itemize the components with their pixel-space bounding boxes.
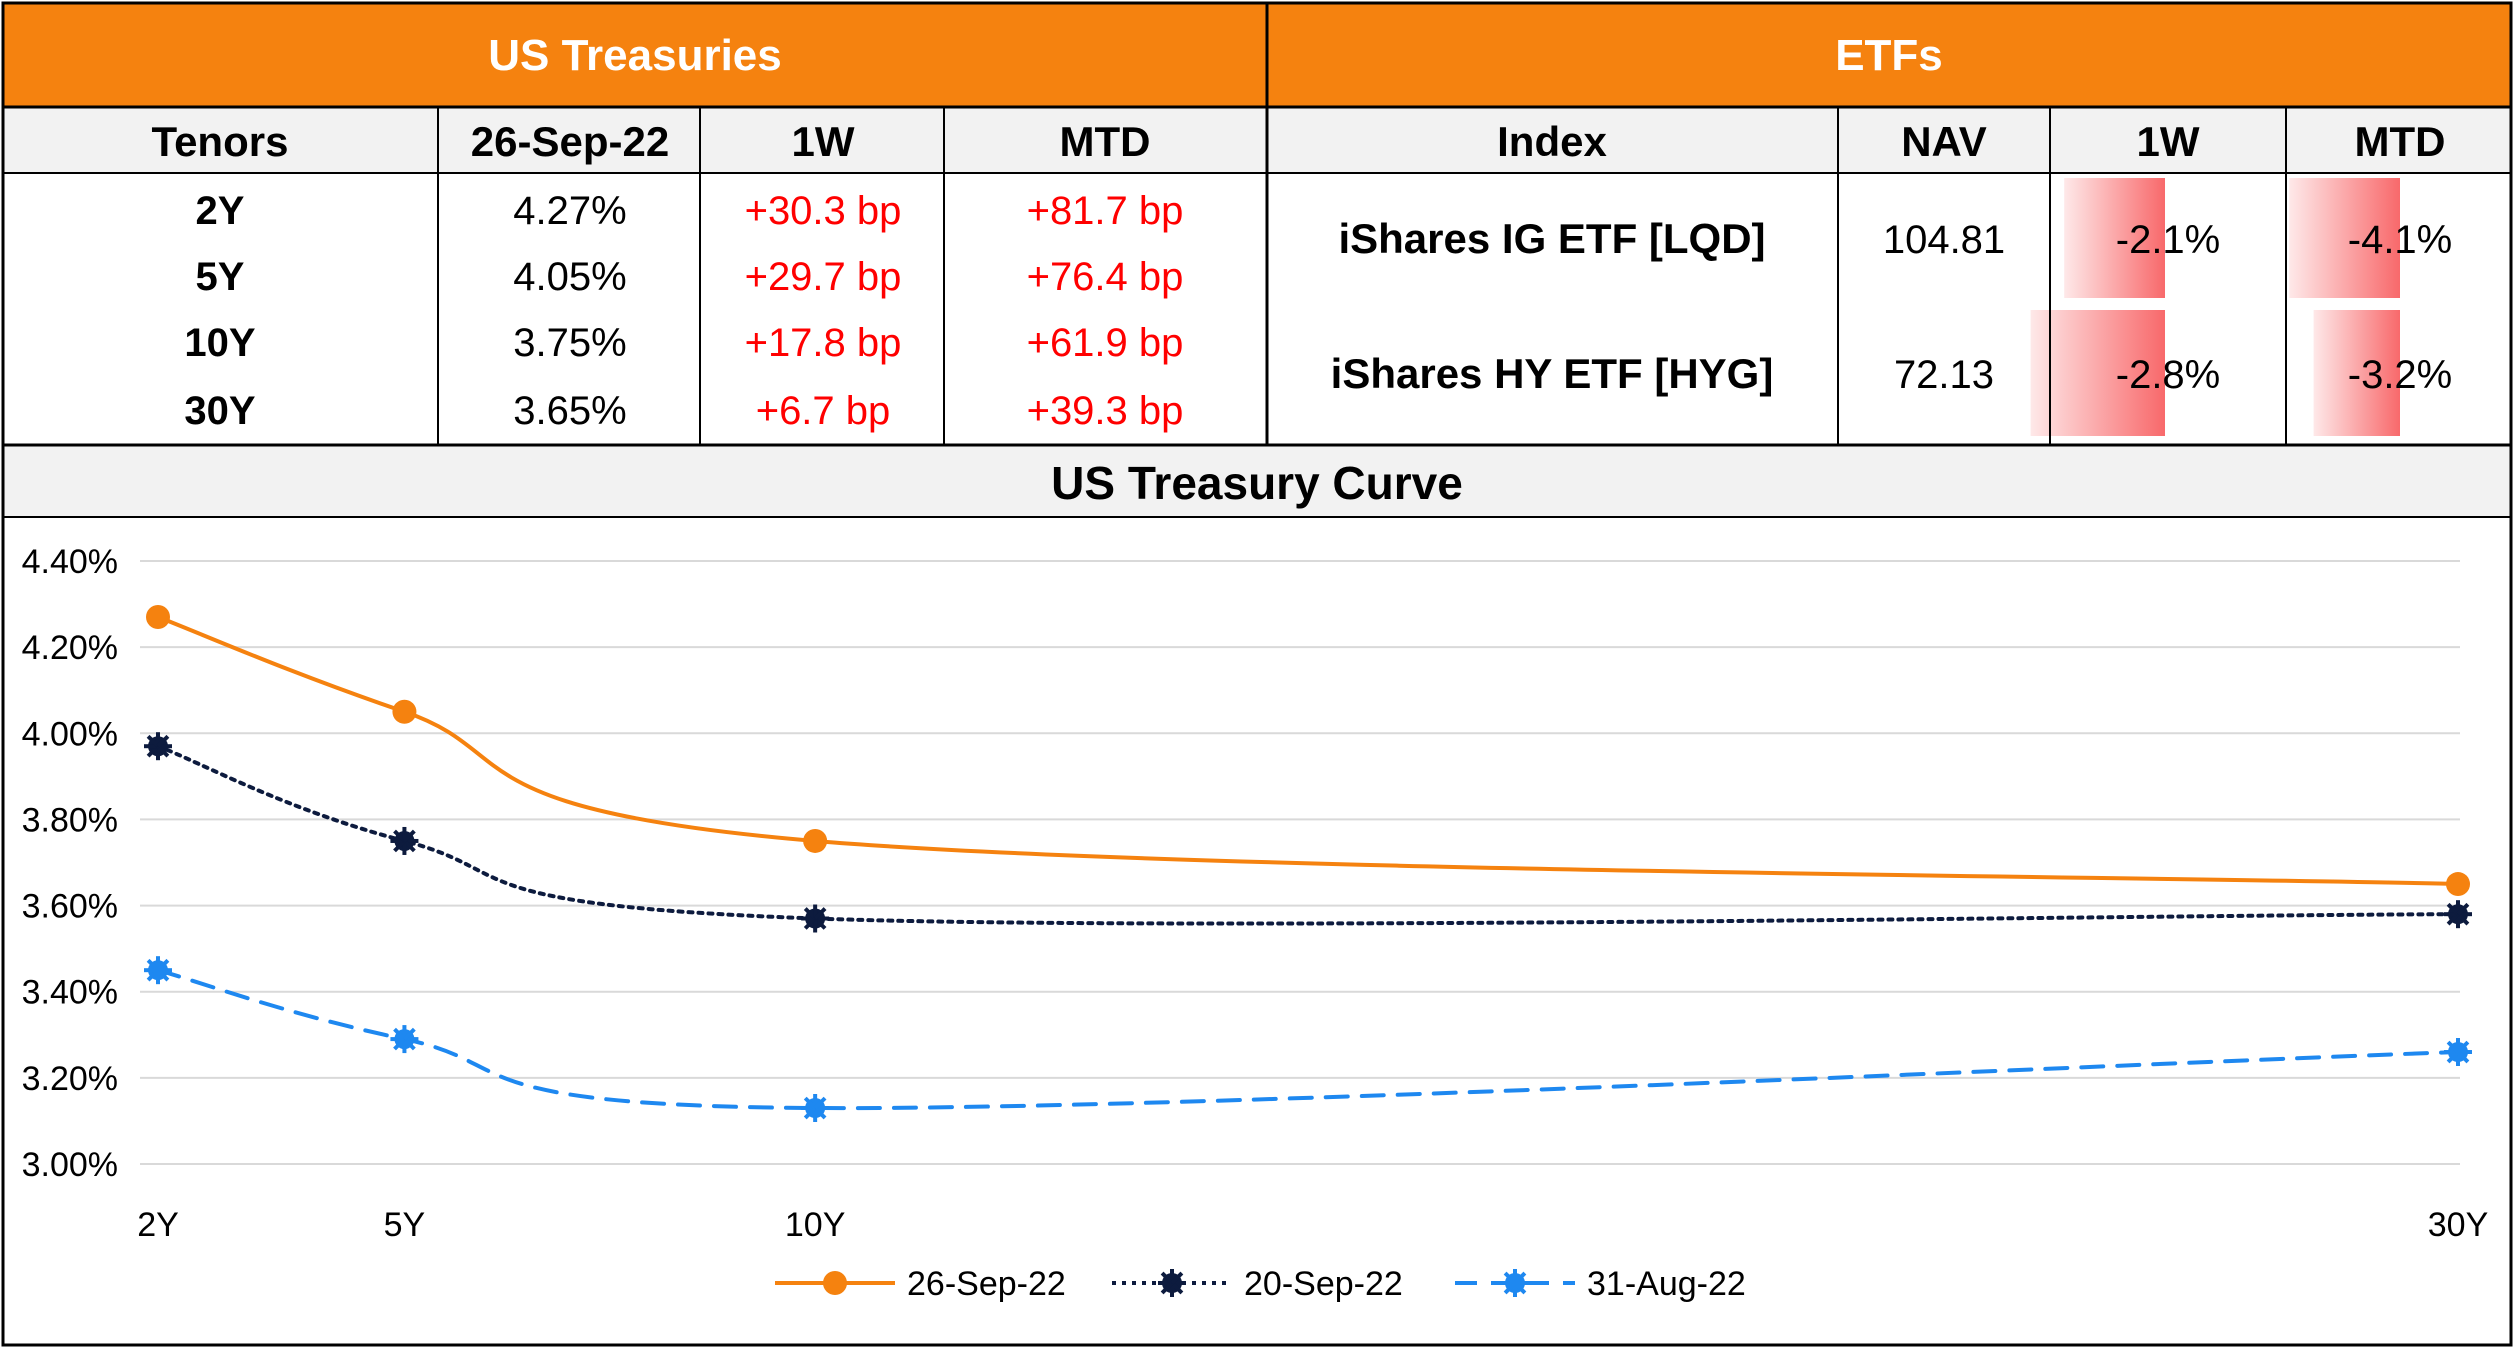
tenor-label: 2Y [196,189,245,233]
chart-gridlines [140,560,2460,1165]
etf-1w: -2.8% [2116,353,2221,397]
data-point [144,732,172,761]
etf-1w: -2.1% [2116,218,2221,262]
treasury-row: 2Y 4.27% +30.3 bp +81.7 bp [196,189,1184,233]
etfs-header-bg [1267,3,2511,107]
th-etf-1w: 1W [2137,118,2200,165]
series-line [156,614,2460,887]
y-tick-label: 4.40% [22,543,118,581]
etf-nav: 72.13 [1894,353,1994,397]
y-tick-label: 3.60% [22,888,118,926]
chart-title: US Treasury Curve [1051,457,1463,509]
x-tick-label: 2Y [137,1206,179,1244]
change-mtd: +76.4 bp [1027,255,1184,299]
column-header-row [3,107,2511,173]
treasuries-header-bg [3,3,1267,107]
etf-data-bar [2313,310,2400,436]
etf-data-bar [2030,310,2165,436]
yield-value: 4.05% [513,255,626,299]
etf-mtd: -3.2% [2348,353,2453,397]
data-point [146,604,170,629]
etf-index-name: iShares IG ETF [LQD] [1338,215,1765,262]
legend-label: 31-Aug-22 [1587,1265,1746,1303]
change-mtd: +61.9 bp [1027,321,1184,365]
etf-nav: 104.81 [1883,218,2005,262]
etf-data-bar [2289,178,2400,298]
data-point [2444,1038,2472,1067]
legend-marker [1501,1269,1529,1297]
chart-legend: 26-Sep-22 20-Sep-22 31-Aug-22 [775,1265,1746,1303]
chart-series [144,604,2472,1123]
data-point [144,956,172,985]
treasury-row: 5Y 4.05% +29.7 bp +76.4 bp [196,255,1184,299]
tenor-label: 5Y [196,255,245,299]
legend-marker [1158,1269,1186,1297]
data-point [801,904,830,933]
etfs-title: ETFs [1835,31,1943,80]
data-point [2446,872,2470,897]
data-point [801,1094,830,1123]
data-point [2444,900,2472,929]
th-nav: NAV [1901,118,1987,165]
etf-mtd: -4.1% [2348,218,2453,262]
data-point [803,828,828,853]
change-mtd: +81.7 bp [1027,189,1184,233]
y-tick-label: 3.80% [22,801,118,839]
treasury-row: 10Y 3.75% +17.8 bp +61.9 bp [184,321,1183,365]
change-1w: +6.7 bp [756,389,891,433]
series-line [156,968,2460,1111]
etf-row: iShares IG ETF [LQD] 104.81 -2.1% -4.1% [1338,215,2452,262]
yield-value: 3.65% [513,389,626,433]
data-point [390,1025,419,1054]
yield-value: 4.27% [513,189,626,233]
th-tenors: Tenors [152,118,289,165]
y-axis-ticks: 3.00% 3.20% 3.40% 3.60% 3.80% 4.00% 4.20% 4.40% [22,543,118,1184]
y-tick-label: 4.20% [22,629,118,667]
legend-label: 20-Sep-22 [1244,1265,1403,1303]
x-axis-ticks: 2Y 5Y 10Y 30Y [137,1206,2488,1244]
change-mtd: +39.3 bp [1027,389,1184,433]
th-treasury-mtd: MTD [1060,118,1151,165]
treasuries-title: US Treasuries [488,31,782,80]
tenor-label: 10Y [184,321,255,365]
change-1w: +30.3 bp [745,189,902,233]
legend-label: 26-Sep-22 [907,1265,1066,1303]
x-tick-label: 5Y [384,1206,426,1244]
yield-value: 3.75% [513,321,626,365]
chart-title-bar [3,445,2511,517]
x-tick-label: 30Y [2428,1206,2489,1244]
data-point [390,826,419,855]
tenor-label: 30Y [184,389,255,433]
series-line [156,744,2460,926]
change-1w: +29.7 bp [745,255,902,299]
etf-data-bar [2064,178,2165,298]
y-tick-label: 4.00% [22,715,118,753]
change-1w: +17.8 bp [745,321,902,365]
legend-marker [823,1271,847,1295]
th-date: 26-Sep-22 [471,118,669,165]
th-index: Index [1497,118,1607,165]
etf-index-name: iShares HY ETF [HYG] [1331,350,1774,397]
etf-data-bars [2030,178,2400,436]
th-treasury-1w: 1W [792,118,855,165]
data-point [392,699,417,724]
x-tick-label: 10Y [785,1206,846,1244]
th-etf-mtd: MTD [2355,118,2446,165]
y-tick-label: 3.00% [22,1146,118,1184]
etf-row: iShares HY ETF [HYG] 72.13 -2.8% -3.2% [1331,350,2453,397]
y-tick-label: 3.20% [22,1060,118,1098]
y-tick-label: 3.40% [22,974,118,1012]
treasury-row: 30Y 3.65% +6.7 bp +39.3 bp [184,389,1183,433]
